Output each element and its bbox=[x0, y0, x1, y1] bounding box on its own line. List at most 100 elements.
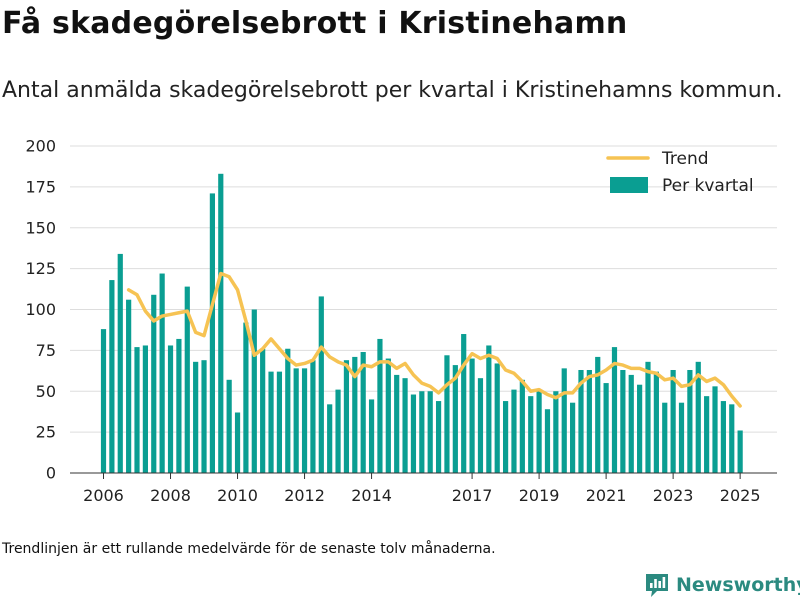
bar bbox=[234, 412, 241, 473]
bar bbox=[570, 402, 576, 473]
bar bbox=[402, 378, 408, 473]
x-tick-label: 2012 bbox=[284, 486, 325, 505]
x-tick-label: 2008 bbox=[150, 486, 191, 505]
bar bbox=[653, 371, 659, 473]
bar bbox=[243, 322, 249, 473]
y-tick-label: 75 bbox=[36, 341, 56, 360]
bar bbox=[394, 374, 400, 473]
bar bbox=[461, 334, 467, 473]
bar bbox=[536, 391, 542, 473]
bar bbox=[335, 389, 341, 473]
x-tick-label: 2014 bbox=[351, 486, 392, 505]
bar bbox=[268, 371, 274, 473]
bar bbox=[159, 273, 165, 473]
bar bbox=[151, 294, 157, 473]
footnote: Trendlinjen är ett rullande medelvärde f… bbox=[2, 541, 496, 557]
bar-chart: 0 25 50 75 100 125 150 175 200 2006 2008 2010 2012 20… bbox=[25, 137, 777, 505]
bar bbox=[662, 402, 668, 473]
chart-area: 0 25 50 75 100 125 150 175 200 2006 2008 2010 2012 20… bbox=[0, 128, 800, 508]
bar bbox=[452, 365, 458, 473]
bar bbox=[293, 368, 299, 473]
bar bbox=[184, 286, 190, 473]
trend-line bbox=[126, 271, 742, 408]
bar bbox=[209, 193, 216, 473]
y-tick-label: 50 bbox=[36, 382, 56, 401]
bar bbox=[511, 389, 517, 473]
chart-subtitle: Antal anmälda skadegörelsebrott per kvar… bbox=[2, 78, 783, 103]
bar bbox=[410, 394, 417, 473]
bar bbox=[519, 379, 525, 473]
bar bbox=[260, 348, 266, 473]
legend-label: Per kvartal bbox=[662, 176, 754, 196]
bar bbox=[126, 299, 132, 473]
bar bbox=[603, 383, 609, 473]
chart-title: Få skadegörelsebrott i Kristinehamn bbox=[2, 6, 628, 41]
bar bbox=[695, 361, 701, 473]
bar bbox=[352, 356, 358, 473]
bar bbox=[670, 369, 676, 473]
bar bbox=[167, 345, 174, 473]
bar bbox=[377, 338, 383, 473]
bar bbox=[318, 296, 324, 473]
x-tick-label: 2025 bbox=[720, 486, 761, 505]
bar bbox=[419, 391, 425, 473]
bar bbox=[201, 360, 207, 473]
bar bbox=[561, 368, 567, 473]
bar bbox=[444, 355, 450, 473]
bar bbox=[595, 356, 601, 473]
bar bbox=[729, 404, 735, 473]
bar bbox=[310, 360, 316, 473]
bar bbox=[285, 348, 291, 473]
x-tick-label: 2010 bbox=[217, 486, 258, 505]
bar bbox=[477, 378, 484, 473]
y-tick-label: 200 bbox=[25, 137, 56, 156]
x-tick-label: 2006 bbox=[83, 486, 124, 505]
bar bbox=[645, 361, 651, 473]
bar bbox=[226, 379, 232, 473]
bar bbox=[435, 401, 442, 473]
y-tick-label: 0 bbox=[46, 464, 56, 483]
trend-line-group bbox=[126, 271, 742, 408]
bar bbox=[134, 347, 140, 473]
bar bbox=[276, 371, 283, 473]
bar bbox=[611, 347, 618, 473]
newsworthy-logo-icon bbox=[646, 574, 668, 597]
bar bbox=[301, 368, 308, 473]
bar bbox=[704, 396, 710, 473]
bar bbox=[142, 345, 148, 473]
brand-name: Newsworthy bbox=[676, 574, 800, 596]
bar bbox=[712, 386, 718, 473]
bar bbox=[494, 363, 500, 473]
y-tick-label: 100 bbox=[25, 300, 56, 319]
x-tick-label: 2023 bbox=[653, 486, 694, 505]
y-tick-label: 25 bbox=[36, 423, 56, 442]
legend-label: Trend bbox=[661, 149, 709, 169]
bar bbox=[486, 345, 492, 473]
bar bbox=[678, 402, 685, 473]
bar bbox=[578, 369, 584, 473]
bar bbox=[368, 399, 375, 473]
bar bbox=[193, 361, 199, 473]
axes: 0 25 50 75 100 125 150 175 200 2006 2008 2010 2012 20… bbox=[25, 137, 777, 505]
bar bbox=[385, 358, 391, 473]
bar bbox=[502, 401, 509, 473]
bar bbox=[343, 360, 350, 473]
bar bbox=[544, 409, 551, 473]
y-tick-label: 175 bbox=[25, 177, 56, 196]
bar bbox=[327, 404, 333, 473]
bar bbox=[100, 329, 107, 473]
bar bbox=[218, 173, 224, 474]
y-tick-label: 125 bbox=[25, 259, 56, 278]
bar bbox=[109, 280, 115, 473]
x-tick-label: 2017 bbox=[452, 486, 493, 505]
bar bbox=[637, 384, 643, 473]
bar bbox=[620, 369, 626, 473]
bar bbox=[586, 369, 592, 473]
bar bbox=[117, 253, 123, 473]
y-tick-label: 150 bbox=[25, 218, 56, 237]
bar bbox=[251, 309, 257, 473]
bar bbox=[720, 401, 726, 473]
bar bbox=[427, 391, 433, 473]
newsworthy-logo[interactable]: Newsworthy bbox=[645, 570, 800, 600]
legend: Trend Per kvartal bbox=[606, 149, 754, 196]
